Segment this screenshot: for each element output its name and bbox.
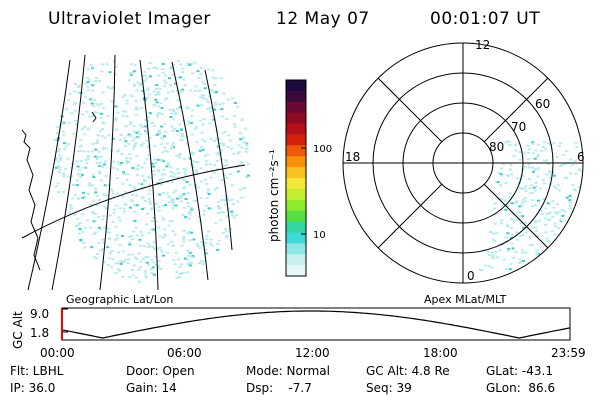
ytick-label-9: 9.0 bbox=[30, 307, 49, 321]
status-dsp: Dsp: -7.7 bbox=[246, 381, 312, 395]
polar-emission-speckle bbox=[478, 140, 582, 272]
mlat-label-80: 80 bbox=[489, 140, 504, 154]
xtick-23-59: 23:59 bbox=[551, 346, 586, 360]
geographic-map-label: Geographic Lat/Lon bbox=[66, 293, 174, 306]
colorbar-segment bbox=[286, 221, 306, 233]
xtick-00-00: 00:00 bbox=[40, 346, 75, 360]
xtick-06-00: 06:00 bbox=[167, 346, 202, 360]
status-filter: Flt: LBHL bbox=[10, 364, 64, 378]
mlt-diagonal bbox=[483, 183, 549, 249]
colorbar-frame bbox=[285, 79, 307, 277]
mlt-label-12: 12 bbox=[475, 38, 490, 52]
meridian-line bbox=[204, 69, 233, 251]
apex-map-label: Apex MLat/MLT bbox=[424, 293, 507, 306]
meridian-line bbox=[99, 54, 116, 291]
colorbar-segment bbox=[286, 243, 306, 255]
meridian-line bbox=[27, 59, 71, 291]
meridian-line bbox=[51, 54, 86, 291]
colorbar-segment bbox=[286, 134, 306, 146]
timeline-axis-label: GC Alt bbox=[11, 311, 25, 349]
colorbar-segment bbox=[286, 232, 306, 244]
colorbar-segment bbox=[286, 188, 306, 201]
meridian-line bbox=[171, 61, 209, 281]
colorbar-segment bbox=[286, 156, 306, 168]
status-door: Door: Open bbox=[126, 364, 195, 378]
colorbar-tick-100: 100 bbox=[313, 144, 332, 155]
mlt-diagonal bbox=[377, 77, 443, 143]
mlt-diagonal bbox=[377, 183, 443, 249]
status-glat: GLat: -43.1 bbox=[486, 364, 553, 378]
colorbar-segment bbox=[286, 167, 306, 179]
status-ip: IP: 36.0 bbox=[10, 381, 56, 395]
timeline-frame bbox=[61, 307, 571, 341]
xtick-12-00: 12:00 bbox=[295, 346, 330, 360]
time-label: 00:01:07 UT bbox=[430, 9, 541, 29]
colorbar-segment bbox=[286, 101, 306, 114]
colorbar-segment bbox=[286, 210, 306, 223]
status-seq: Seq: 39 bbox=[366, 381, 412, 395]
date-label: 12 May 07 bbox=[276, 9, 370, 29]
colorbar-segment bbox=[286, 145, 306, 157]
mlt-label-0: 0 bbox=[467, 269, 475, 283]
colorbar-segment bbox=[286, 90, 306, 103]
mlat-label-60: 60 bbox=[535, 97, 550, 111]
meridian-line bbox=[139, 59, 159, 291]
colorbar-segment bbox=[286, 254, 306, 266]
altitude-curve bbox=[61, 310, 571, 339]
xtick-18-00: 18:00 bbox=[423, 346, 458, 360]
mlt-label-18: 18 bbox=[345, 150, 360, 164]
instrument-title: Ultraviolet Imager bbox=[48, 9, 211, 29]
mlat-label-70: 70 bbox=[511, 120, 526, 134]
colorbar-tick-10: 10 bbox=[313, 230, 326, 241]
island-outline bbox=[91, 111, 97, 123]
status-gc-alt: GC Alt: 4.8 Re bbox=[366, 364, 450, 378]
status-gain: Gain: 14 bbox=[126, 381, 177, 395]
mlt-label-6: 6 bbox=[577, 150, 585, 164]
colorbar-segment bbox=[286, 265, 306, 277]
parallel-line bbox=[21, 164, 246, 239]
colorbar-segment bbox=[286, 199, 306, 212]
coastline bbox=[21, 129, 41, 271]
ytick-label-1-8: 1.8 bbox=[30, 326, 49, 340]
status-glon: GLon: 86.6 bbox=[486, 381, 556, 395]
status-mode: Mode: Normal bbox=[246, 364, 330, 378]
colorbar-segment bbox=[286, 178, 306, 190]
colorbar-unit-label: photon cm⁻²s⁻¹ bbox=[267, 149, 281, 242]
colorbar-segment bbox=[286, 112, 306, 125]
colorbar-segment bbox=[286, 123, 306, 135]
colorbar-segment bbox=[286, 80, 306, 92]
mlt-diagonal bbox=[483, 77, 549, 143]
uv-emission-speckle bbox=[53, 60, 250, 283]
